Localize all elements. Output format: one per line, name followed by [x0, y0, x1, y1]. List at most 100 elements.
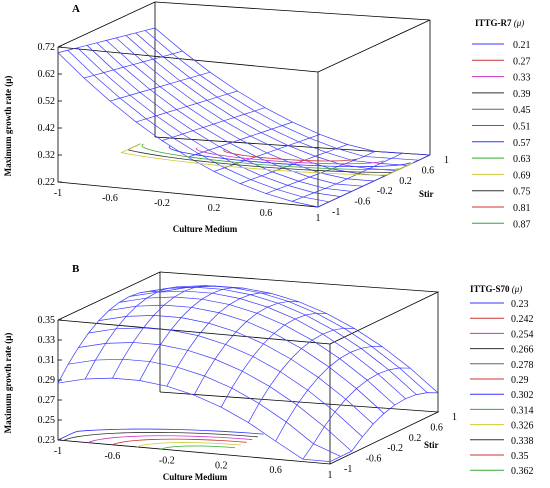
surface-mesh-line [329, 392, 439, 462]
surface-mesh-line [57, 290, 161, 384]
z-tick-label: 0.35 [38, 315, 56, 326]
legend-value: 0.278 [511, 360, 534, 371]
legend-value: 0.33 [513, 73, 531, 84]
legend-value: 0.87 [513, 219, 531, 230]
z-tick-label: 0.33 [38, 335, 56, 346]
x-tick-label: 1 [328, 470, 333, 481]
panel-b-contours [57, 428, 264, 450]
legend-value: 0.242 [511, 314, 534, 325]
surface-mesh-line [154, 27, 431, 156]
y-tick-label: 0.6 [430, 422, 443, 433]
surface-mesh-line [106, 40, 375, 182]
legend-value: 0.51 [513, 122, 531, 133]
panel-a-z-ticks: 0.22 0.32 0.42 0.52 0.62 0.72 [38, 42, 62, 188]
legend-value: 0.39 [513, 89, 531, 100]
panel-b-label: B [72, 263, 80, 275]
panel-a-x-ticks: -1 -0.6 -0.2 0.2 0.6 1 [54, 188, 321, 224]
y-tick-label: 0.6 [422, 165, 435, 176]
surface-mesh-line [135, 32, 408, 166]
surface-mesh-line [149, 285, 428, 393]
legend-value: 0.266 [511, 345, 534, 356]
z-tick-label: 0.23 [38, 435, 56, 446]
panel-a-zlabel: Maximum growth rate (μ) [3, 76, 13, 177]
surface-mesh-line [84, 286, 188, 380]
surface-mesh-line [159, 285, 439, 394]
legend-value: 0.27 [513, 56, 531, 67]
surface-mesh-line [302, 367, 411, 460]
surface-mesh-line [68, 358, 341, 457]
surface-mesh-line [119, 296, 396, 406]
y-tick-label: 1 [444, 155, 449, 166]
panel-a-surface [57, 27, 431, 208]
legend-value: 0.254 [511, 329, 534, 340]
legend-value: 0.314 [511, 405, 534, 416]
z-tick-label: 0.29 [38, 375, 56, 386]
panel-b-x-ticks: -1 -0.6 -0.2 0.2 0.6 1 [54, 446, 333, 481]
box-left-back [57, 1, 156, 137]
surface-mesh-line [193, 301, 300, 396]
surface-mesh-line [213, 134, 321, 172]
z-tick-label: 0.27 [38, 395, 56, 406]
panel-a-contours [120, 143, 414, 176]
panel-a-xlabel: Culture Medium [173, 224, 238, 234]
contour-line [168, 145, 411, 168]
x-tick-label: -1 [54, 446, 62, 457]
box-left-back [57, 271, 161, 392]
legend-value: 0.338 [511, 436, 534, 447]
box-floor-back [159, 391, 440, 465]
y-tick-label: 0.2 [409, 433, 422, 444]
panel-a-legend: ITTG-R7 (μ) 0.21 0.27 0.33 0.39 0.45 0.51 0.57… [472, 18, 531, 230]
legend-value: 0.23 [511, 299, 529, 310]
legend-value: 0.81 [513, 203, 531, 214]
y-tick-label: 1 [452, 412, 457, 423]
surface-mesh-line [239, 144, 348, 184]
surface-mesh-line [57, 52, 319, 208]
panel-b-zlabel: Maximum growth rate (μ) [3, 333, 13, 434]
surface-mesh-line [248, 327, 355, 423]
legend-value: 0.75 [513, 187, 531, 198]
y-tick-label: -0.6 [354, 197, 370, 208]
surface-mesh-line [145, 30, 419, 161]
z-tick-label: 0.52 [38, 96, 56, 107]
x-tick-label: -0.6 [104, 451, 120, 462]
surface-mesh-line [108, 304, 385, 414]
panel-a-y-ticks: -1 -0.6 -0.2 0.2 0.6 1 [332, 155, 449, 218]
surface-mesh-line [275, 346, 383, 442]
legend-value: 0.45 [513, 105, 531, 116]
z-tick-label: 0.42 [38, 123, 56, 134]
panel-a-legend-title: ITTG-R7 (μ) [475, 18, 524, 28]
surface-mesh-line [115, 37, 386, 177]
y-tick-label: -0.2 [387, 443, 403, 454]
contour-line [223, 149, 357, 162]
z-tick-label: 0.32 [38, 150, 56, 161]
contour-line [87, 435, 253, 444]
panel-b-ylabel: Stir [424, 440, 439, 450]
panel-b: B 0.23 0.25 0.27 0.29 0.31 0.33 0.35 -1 -0.6 -0.… [3, 263, 534, 482]
z-tick-label: 0.72 [38, 42, 56, 53]
surface-mesh-line [67, 50, 330, 203]
panel-b-legend: ITTG-S70 (μ) 0.230.2420.2540.2660.2780.2… [470, 284, 534, 477]
legend-value: 0.63 [513, 154, 531, 165]
legend-value: 0.21 [513, 40, 531, 51]
x-tick-label: -0.2 [159, 456, 175, 467]
x-tick-label: -0.2 [154, 198, 170, 209]
legend-value: 0.302 [511, 390, 534, 401]
surface-mesh-line [291, 152, 403, 202]
x-tick-label: -1 [54, 188, 62, 199]
legend-value: 0.29 [511, 375, 529, 386]
contour-line [112, 438, 247, 446]
legend-value: 0.57 [513, 138, 531, 149]
x-tick-label: -0.6 [102, 193, 118, 204]
z-tick-label: 0.62 [38, 69, 56, 80]
surface-mesh-line [125, 35, 397, 171]
contour-line [136, 442, 241, 448]
panel-a-ylabel: Stir [419, 189, 434, 199]
panel-a: A 0.22 0.32 0.42 0.52 0.62 0.72 -1 -0.6 -0.2 0.2… [3, 1, 531, 234]
contour-line [63, 432, 258, 441]
contour-line [195, 147, 384, 165]
panel-b-legend-items: 0.23 0.242 0.254 0.266 0.278 0.29 0.302 0.314 0.… [470, 299, 534, 477]
legend-value: 0.35 [511, 451, 529, 462]
y-tick-label: -1 [344, 464, 352, 475]
contour-line [161, 445, 236, 450]
